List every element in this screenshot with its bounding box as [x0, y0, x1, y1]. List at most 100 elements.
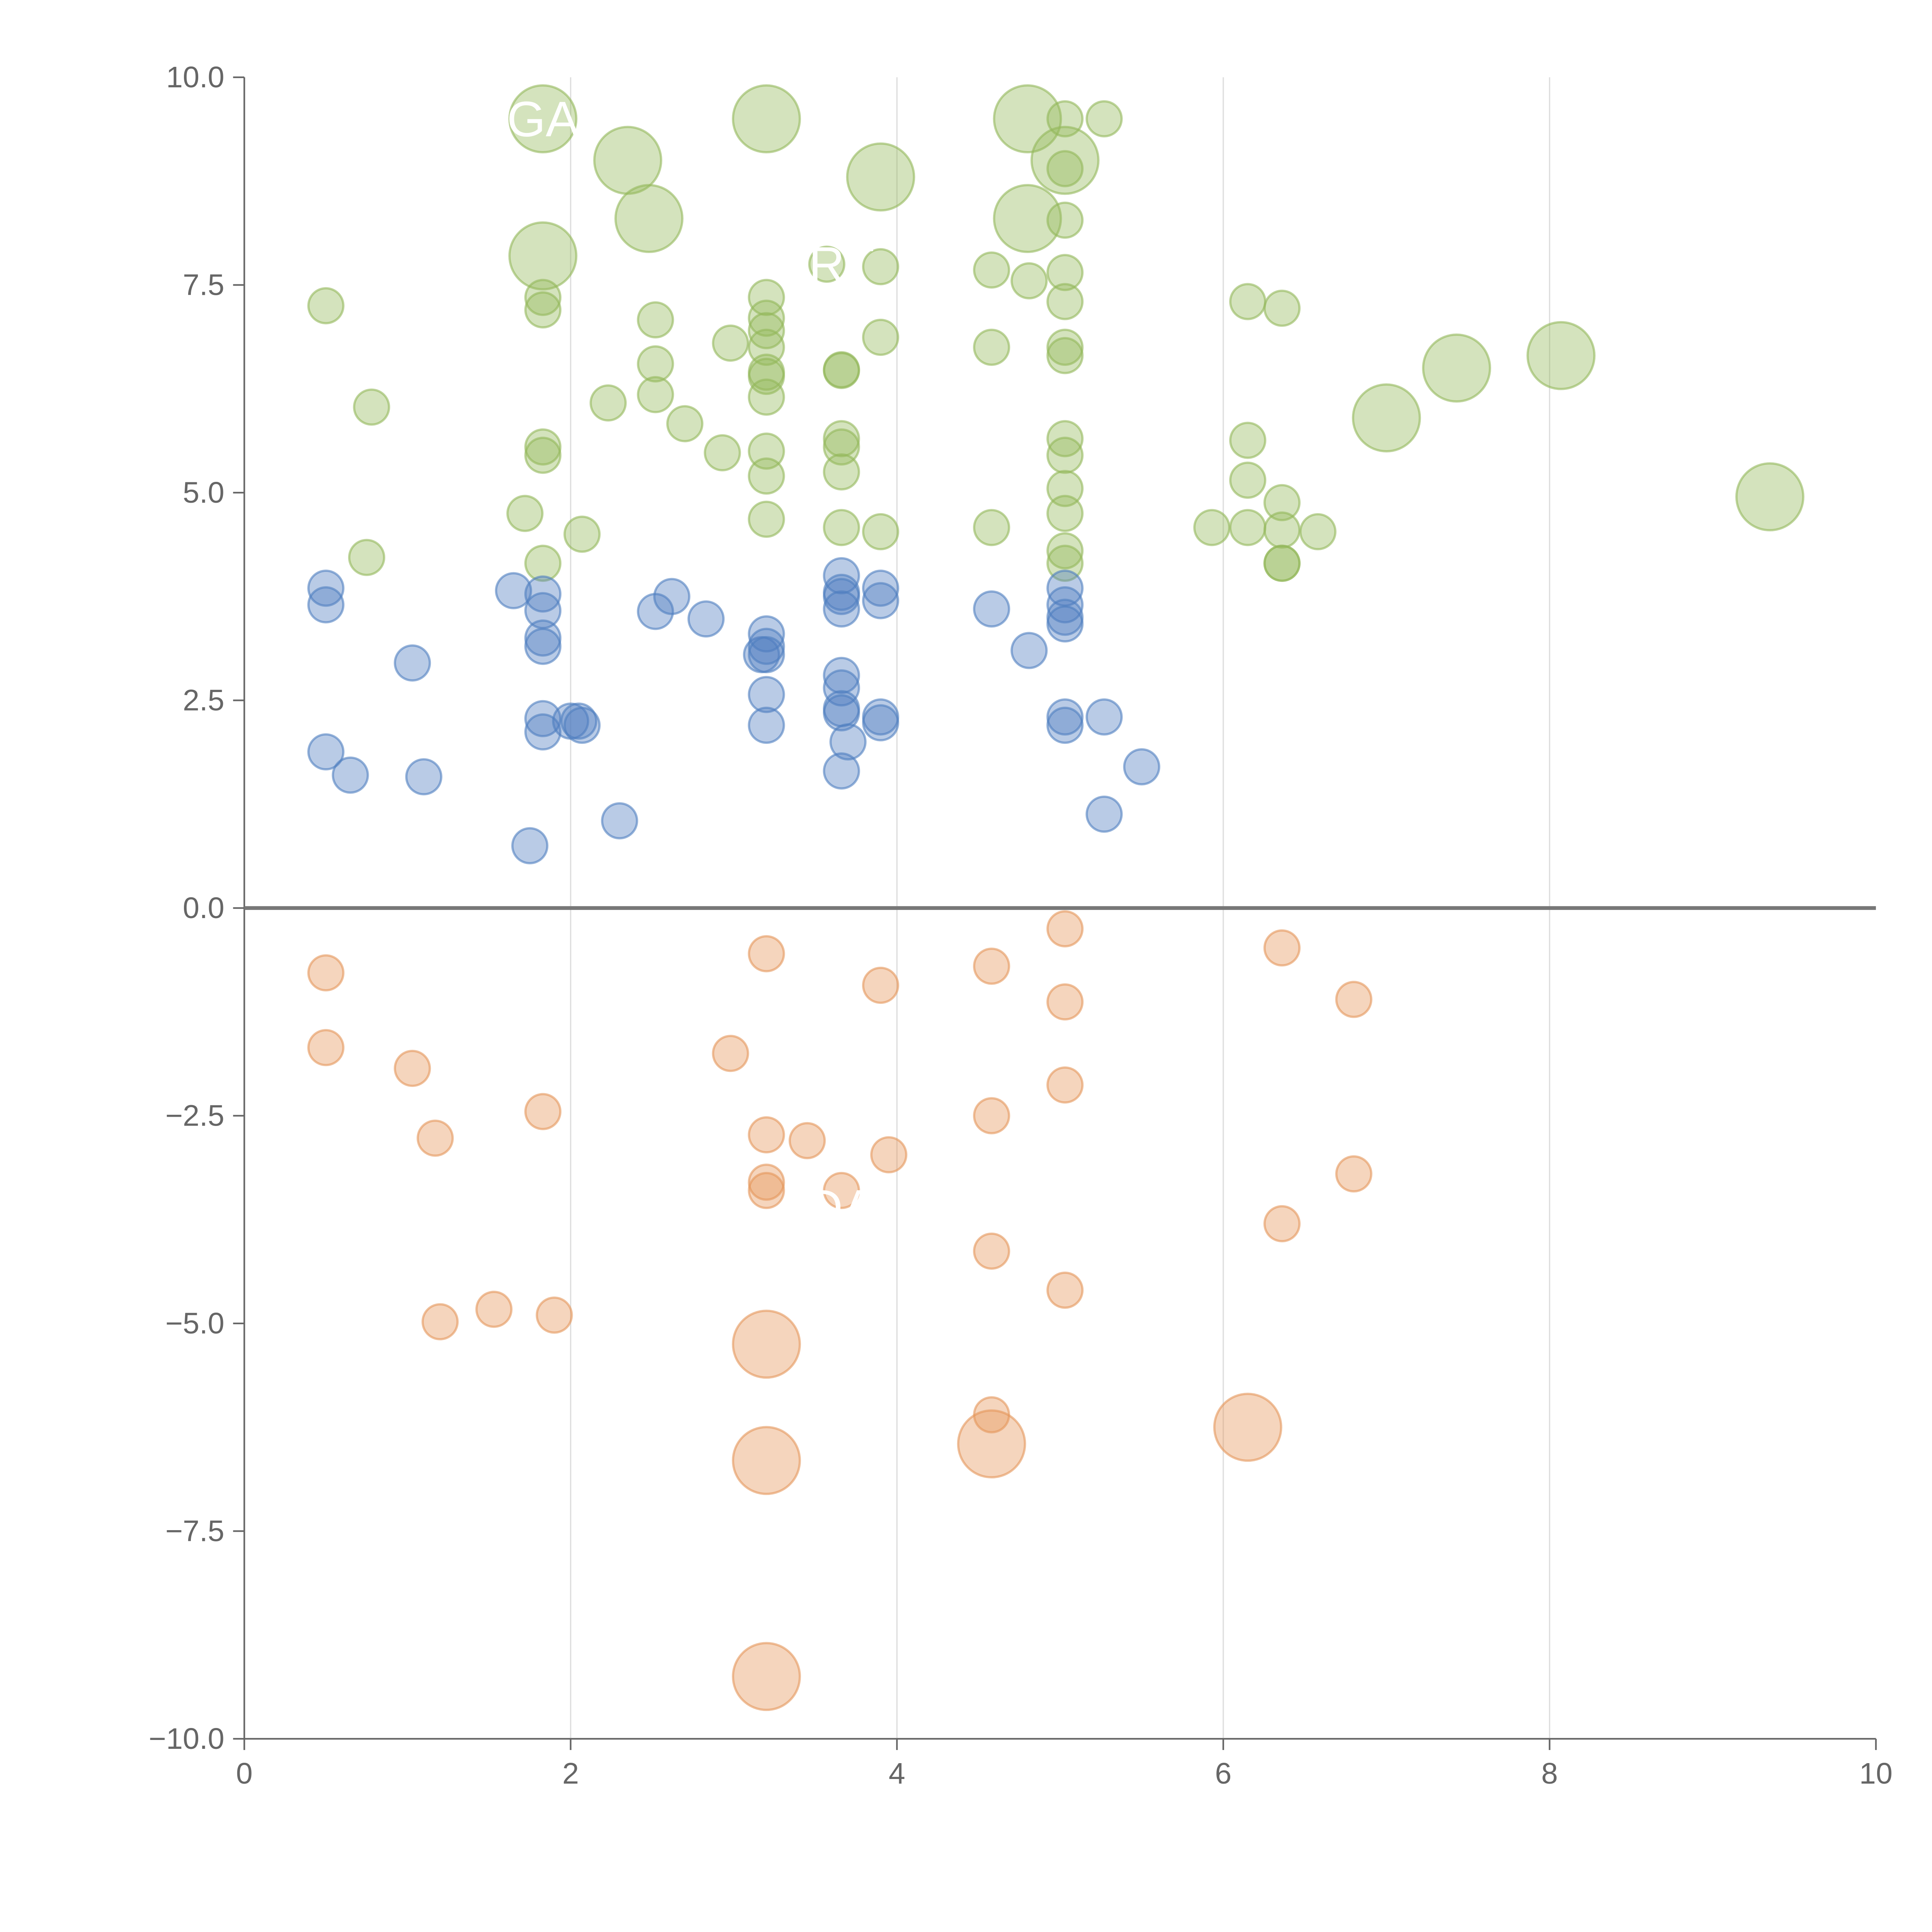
- bubble-point: [1046, 283, 1084, 320]
- x-tick-label: 0: [236, 1757, 253, 1790]
- bubble-point: [862, 966, 900, 1004]
- bubble-point: [862, 582, 900, 619]
- bubble-point: [1046, 605, 1084, 643]
- bubble-point: [394, 1049, 431, 1087]
- bubble-point: [1213, 1393, 1282, 1462]
- y-tick-label: −7.5: [165, 1514, 224, 1548]
- y-tick-label: 5.0: [183, 476, 224, 509]
- bubble-point: [524, 279, 562, 316]
- bubble-point: [475, 1291, 513, 1328]
- bubble-point: [1335, 981, 1372, 1018]
- bubble-point: [1263, 1205, 1301, 1243]
- bubble-point: [417, 1119, 454, 1157]
- bubble-point: [524, 1093, 562, 1130]
- bubble-point: [348, 539, 386, 576]
- y-tick-label: −5.0: [165, 1307, 224, 1340]
- bubble-point: [862, 570, 900, 607]
- bubble-point: [788, 1122, 826, 1160]
- bubble-point: [1046, 706, 1084, 744]
- bubble-point: [307, 287, 345, 325]
- bubble-point: [712, 1035, 749, 1072]
- bubble-point: [1123, 748, 1160, 786]
- y-tick-label: 7.5: [183, 268, 224, 301]
- bubble-point: [823, 352, 860, 389]
- bubble-point: [973, 1232, 1010, 1270]
- bubble-point: [1010, 262, 1048, 299]
- bubble-point: [524, 619, 562, 657]
- bubble-point: [823, 453, 860, 491]
- bubble-point: [421, 1303, 459, 1340]
- bubble-point: [829, 723, 867, 761]
- bubble-point: [748, 357, 785, 395]
- bubble-point: [973, 590, 1010, 628]
- point-label: GA: [507, 92, 579, 147]
- bubble-point: [1422, 333, 1491, 403]
- bubble-point: [732, 1642, 801, 1711]
- bubble-point: [394, 644, 431, 682]
- bubble-point: [823, 656, 860, 694]
- bubble-point: [524, 437, 562, 474]
- bubble-point: [748, 378, 785, 416]
- bubble-point: [524, 628, 562, 665]
- bubble-point: [563, 706, 601, 744]
- bubble-point: [1046, 150, 1084, 187]
- bubble-point: [653, 578, 690, 615]
- bubble-point: [332, 756, 369, 794]
- bubble-point: [1229, 461, 1267, 499]
- bubble-point: [508, 84, 578, 153]
- x-tick-label: 10: [1859, 1757, 1893, 1790]
- bubble-point: [1046, 586, 1084, 624]
- bubble-point: [524, 428, 562, 466]
- bubble-point: [1010, 632, 1048, 669]
- bubble-point: [1193, 509, 1231, 546]
- bubble-point: [823, 578, 860, 615]
- bubble-point: [1046, 1271, 1084, 1309]
- bubble-point: [732, 1426, 801, 1495]
- bubble-point: [524, 544, 562, 582]
- bubble-point: [1263, 511, 1301, 549]
- bubble-point: [524, 291, 562, 329]
- bubble-point: [1046, 254, 1084, 291]
- bubble-point: [973, 509, 1010, 546]
- bubble-point: [846, 142, 915, 212]
- bubble-point: [563, 515, 601, 553]
- bubble-point: [748, 676, 785, 713]
- y-tick-label: −2.5: [165, 1099, 224, 1132]
- bubble-layer: [307, 84, 1804, 1711]
- bubble-point: [1085, 100, 1123, 138]
- point-label: RT: [809, 237, 874, 293]
- bubble-point: [1046, 698, 1084, 736]
- bubble-point: [1299, 513, 1337, 551]
- bubble-point: [808, 245, 845, 283]
- bubble-point: [1046, 201, 1084, 239]
- bubble-point: [1352, 383, 1421, 452]
- bubble-point: [1229, 509, 1267, 546]
- bubble-point: [511, 827, 549, 864]
- bubble-point: [614, 184, 684, 253]
- bubble-point: [732, 84, 801, 153]
- bubble-point: [748, 279, 785, 316]
- bubble-point: [1046, 337, 1084, 374]
- y-tick-label: 0.0: [183, 891, 224, 925]
- bubble-point: [823, 509, 860, 546]
- bubble-point: [1046, 532, 1084, 570]
- bubble-point: [823, 590, 860, 628]
- bubble-point: [637, 301, 674, 338]
- bubble-point: [1526, 321, 1596, 390]
- bubble-point: [748, 935, 785, 973]
- bubble-point: [307, 586, 345, 624]
- bubble-point: [666, 405, 704, 442]
- bubble-point: [307, 1029, 345, 1066]
- bubble-point: [862, 704, 900, 742]
- x-tick-label: 8: [1541, 1757, 1558, 1790]
- x-tick-label: 4: [889, 1757, 905, 1790]
- bubble-point: [1046, 910, 1084, 947]
- y-tick-label: 2.5: [183, 684, 224, 717]
- bubble-point: [823, 752, 860, 790]
- bubble-point: [748, 299, 785, 337]
- bubble-point: [1046, 1066, 1084, 1104]
- bubble-point: [748, 1116, 785, 1154]
- bubble-point: [748, 1163, 785, 1201]
- bubble-point: [1229, 283, 1267, 320]
